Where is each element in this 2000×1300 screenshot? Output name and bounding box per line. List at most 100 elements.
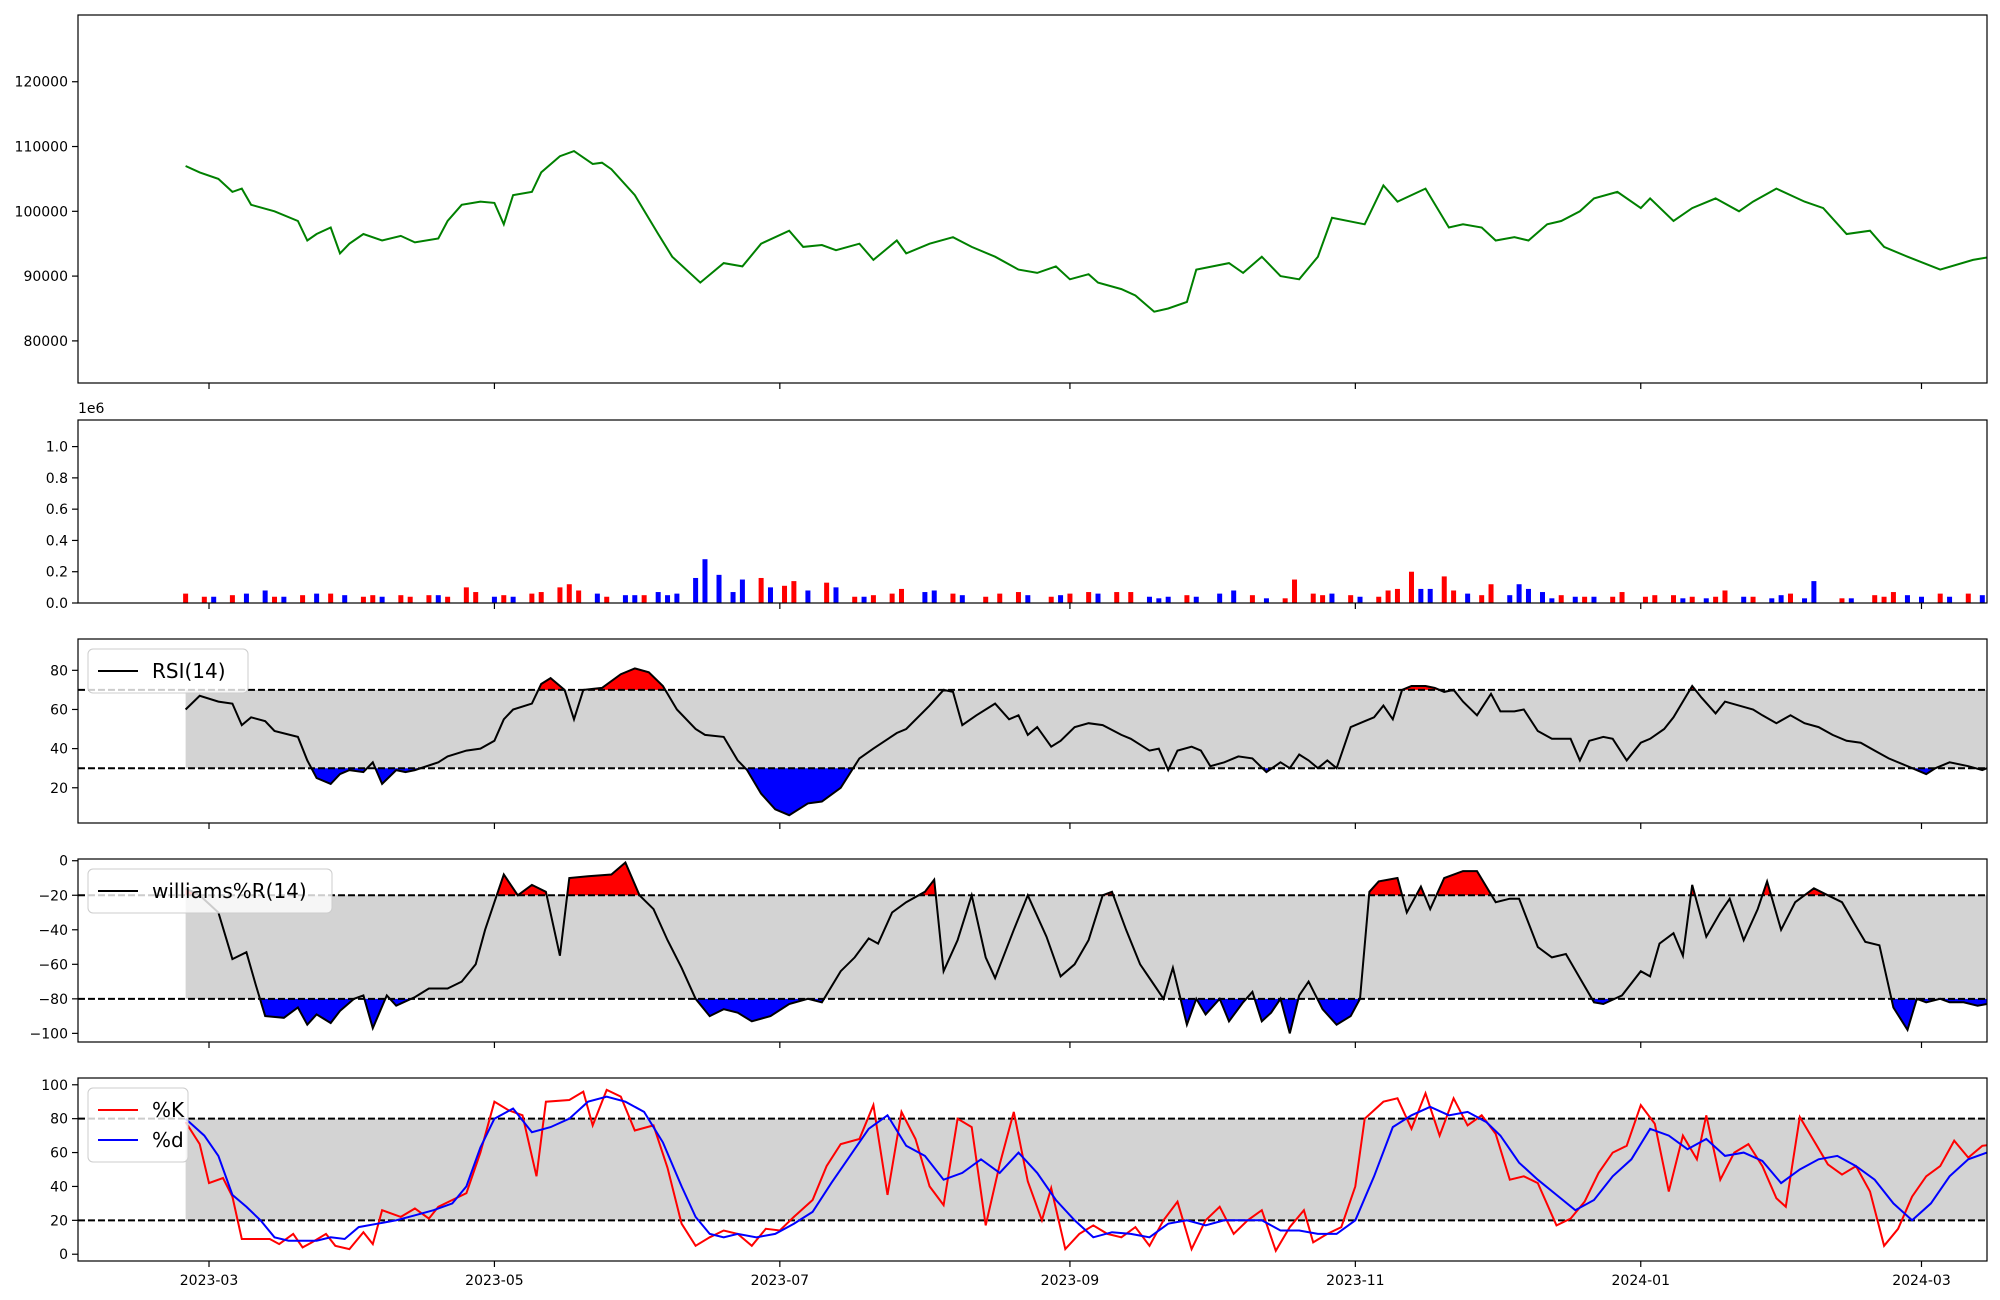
volume-bar [665,595,671,603]
williams-overbought-fill [1436,871,1492,896]
volume-bar [1722,590,1728,603]
rsi-overbought-fill [538,678,565,690]
rsi-ytick-label: 80 [50,663,68,679]
volume-bar [370,595,376,603]
williams-oversold-fill [259,998,355,1025]
volume-bar [183,593,189,603]
williams-oversold-fill [1317,998,1361,1025]
volume-plot-area [183,559,1985,603]
volume-bar [997,593,1003,603]
volume-bar [201,596,207,603]
volume-bar [1320,595,1326,603]
williams-overbought-fill [517,884,547,896]
xtick-label: 2023-09 [1041,1273,1100,1289]
rsi-ytick-label: 40 [50,742,68,758]
volume-bar [1979,595,1985,603]
volume-offset-text: 1e6 [78,401,105,417]
xtick-label: 2023-03 [180,1273,239,1289]
volume-bar [229,595,235,603]
volume-bar [1385,590,1391,603]
volume-bar [767,587,773,603]
williams-axes-frame [77,858,1988,1043]
rsi-band [185,689,1987,769]
volume-bar [1516,584,1522,603]
williams-oversold-fill [1196,998,1220,1015]
volume-bar [576,590,582,603]
williams-oversold-fill [1219,998,1247,1022]
williams-oversold-fill [364,998,386,1029]
volume-bar [1156,598,1162,603]
volume-bar [1282,598,1288,603]
volume-bar [1488,584,1494,603]
williams-oversold-fill [1940,998,1987,1006]
williams-ytick-label: −20 [38,888,68,904]
volume-bar [1778,595,1784,603]
volume-bar [1263,598,1269,603]
stochastic-series-line-0 [184,1088,1987,1254]
volume-bar [870,595,876,603]
volume-ytick-label: 0.0 [46,596,68,612]
williams-ytick-label: −80 [38,992,68,1008]
volume-bar [510,596,516,603]
volume-bar [604,596,610,603]
volume-bar [262,590,268,603]
volume-bar [1418,588,1424,603]
volume-bar [622,595,628,603]
price-axes-frame [77,14,1988,384]
volume-bar [1591,596,1597,603]
volume-bar [594,593,600,603]
volume-bar [1465,593,1471,603]
williams-oversold-fill [1280,998,1299,1034]
volume-bar [805,590,811,603]
volume-bar [1610,596,1616,603]
volume-bar [1086,592,1092,603]
volume-bar [445,596,451,603]
xtick-label: 2024-01 [1612,1273,1671,1289]
chart-panels: 80000 90000 100000 110000 120000 0.0 0.2 0.4 0.6… [15,14,1988,1289]
volume-bar [1937,593,1943,603]
volume-bar [1619,592,1625,603]
stochastic-ytick-label: 40 [50,1179,68,1195]
volume-bar [1872,595,1878,603]
volume-bar [632,595,638,603]
stochastic-legend-box [87,1087,189,1163]
volume-bar [1067,593,1073,603]
volume-bar [782,585,788,603]
volume-bar [983,596,989,603]
volume-panel: 0.0 0.2 0.4 0.6 0.8 1.0 1e6 [46,401,1988,612]
volume-bar [1525,588,1531,603]
volume-bar [1048,596,1054,603]
volume-bar [1357,596,1363,603]
volume-bar [1811,581,1817,603]
volume-bar [1652,595,1658,603]
volume-bar [1193,596,1199,603]
volume-bar [473,592,479,603]
rsi-oversold-fill [375,768,421,784]
volume-bar [852,596,858,603]
volume-bar [1947,596,1953,603]
stochastic-ytick-label: 60 [50,1146,68,1162]
volume-bar [950,593,956,603]
volume-bar [1025,595,1031,603]
volume-bar [758,577,764,603]
price-panel: 80000 90000 100000 110000 120000 [15,14,1988,389]
williams-line [185,860,1987,1034]
williams-ytick-label: −60 [38,957,68,973]
volume-bar [1451,590,1457,603]
volume-bar [1095,593,1101,603]
price-ytick-label: 90000 [23,269,68,285]
volume-bar [693,577,699,603]
volume-bar [1881,596,1887,603]
volume-bar [272,596,278,603]
volume-ytick-label: 1.0 [46,440,68,456]
volume-bar [463,587,469,603]
volume-bar [314,593,320,603]
volume-bar [1713,596,1719,603]
price-ytick-label: 100000 [15,204,68,220]
stochastic-ytick-label: 80 [50,1112,68,1128]
volume-bar [1128,592,1134,603]
volume-bar [1582,596,1588,603]
volume-bar [360,596,366,603]
stochastic-band [185,1118,1987,1221]
